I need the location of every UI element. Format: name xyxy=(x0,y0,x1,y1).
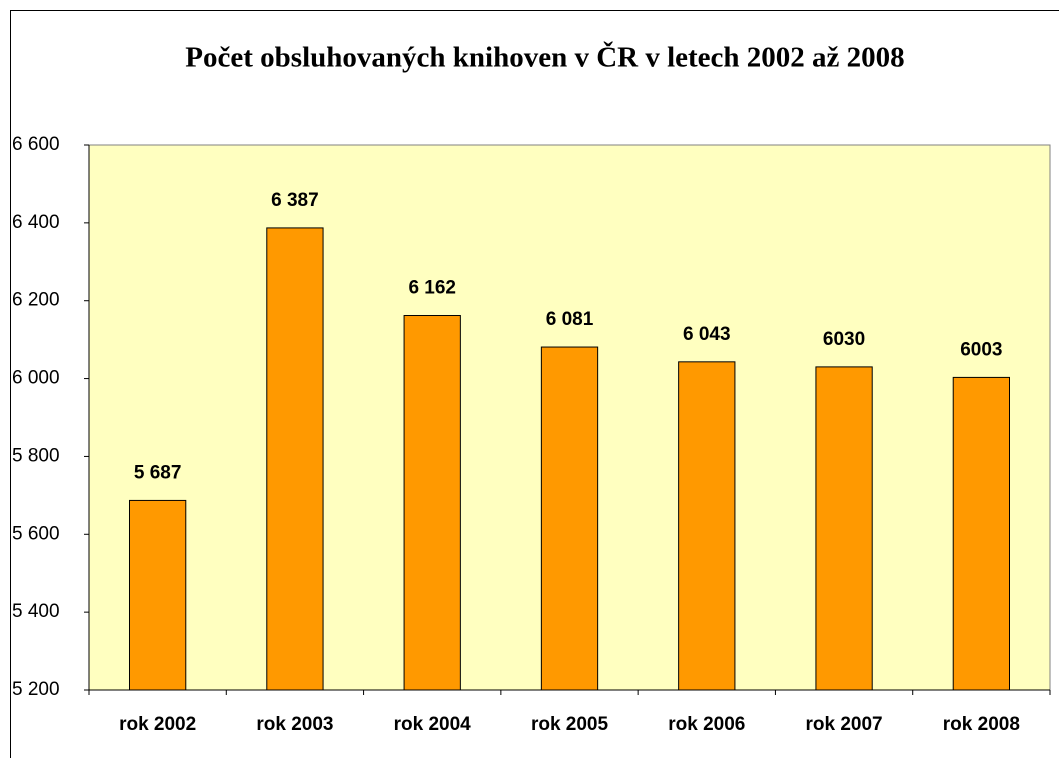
data-label: 6 162 xyxy=(408,278,456,299)
y-tick-label: 5 200 xyxy=(12,679,60,700)
chart-title: Počet obsluhovaných knihoven v ČR v lete… xyxy=(185,41,904,74)
x-tick-label: rok 2008 xyxy=(943,714,1020,735)
chart-frame xyxy=(10,10,1059,758)
bar xyxy=(678,361,736,691)
data-label: 6 387 xyxy=(271,190,319,211)
y-tick-label: 6 000 xyxy=(12,368,60,389)
y-tick-label: 5 800 xyxy=(12,445,60,466)
y-tick-label: 6 200 xyxy=(12,290,60,311)
y-tick-label: 6 400 xyxy=(12,212,60,233)
bar xyxy=(540,346,599,691)
y-tick-label: 5 400 xyxy=(12,601,60,622)
x-tick-label: rok 2003 xyxy=(256,714,333,735)
data-label: 6 081 xyxy=(546,309,594,330)
data-label: 6030 xyxy=(823,329,865,350)
bar xyxy=(815,366,873,691)
x-tick-label: rok 2005 xyxy=(531,714,609,735)
bar xyxy=(952,376,1011,691)
data-label: 6003 xyxy=(960,339,1002,360)
bar xyxy=(128,499,187,691)
y-tick-label: 5 600 xyxy=(12,523,60,544)
x-tick-label: rok 2007 xyxy=(806,714,883,735)
x-tick-label: rok 2004 xyxy=(394,714,472,735)
y-tick-label: 6 600 xyxy=(12,134,60,155)
data-label: 6 043 xyxy=(683,324,731,345)
bar xyxy=(266,227,324,691)
data-label: 5 687 xyxy=(134,462,182,483)
x-tick-label: rok 2006 xyxy=(668,714,745,735)
x-tick-label: rok 2002 xyxy=(119,714,196,735)
bar xyxy=(403,315,461,691)
